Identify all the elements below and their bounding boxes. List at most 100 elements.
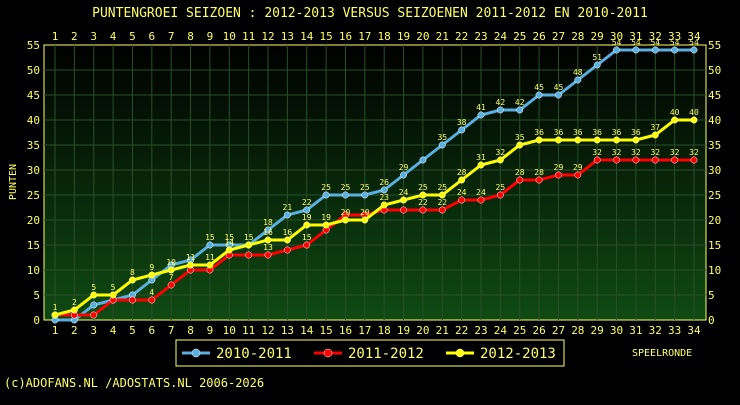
data-point <box>496 156 504 164</box>
y-tick-label-left: 5 <box>33 289 40 302</box>
data-label: 20 <box>360 208 370 217</box>
data-label: 18 <box>263 218 273 227</box>
data-point <box>535 91 543 99</box>
data-label: 25 <box>437 183 447 192</box>
x-tick-label-top: 13 <box>281 30 294 43</box>
x-tick-label-bottom: 22 <box>455 324 468 337</box>
data-point <box>400 206 407 214</box>
data-label: 16 <box>283 228 293 237</box>
x-tick-label-bottom: 23 <box>474 324 487 337</box>
data-point <box>380 186 388 194</box>
legend-label: 2012-2013 <box>480 346 556 362</box>
data-point <box>361 216 369 224</box>
data-label: 2 <box>72 298 77 307</box>
data-label: 28 <box>515 168 525 177</box>
x-tick-label-bottom: 14 <box>300 324 314 337</box>
x-tick-label-top: 14 <box>300 30 314 43</box>
data-point <box>167 281 175 289</box>
data-label: 54 <box>612 38 622 47</box>
data-label: 24 <box>457 188 467 197</box>
x-tick-label-bottom: 24 <box>494 324 508 337</box>
y-tick-label-right: 10 <box>708 264 721 277</box>
data-point <box>167 266 175 274</box>
data-label: 32 <box>631 148 641 157</box>
data-label: 25 <box>341 183 351 192</box>
data-label: 45 <box>554 83 564 92</box>
data-label: 51 <box>592 53 602 62</box>
x-tick-label-top: 21 <box>436 30 449 43</box>
data-label: 28 <box>534 168 544 177</box>
x-tick-label-top: 12 <box>261 30 274 43</box>
data-label: 13 <box>263 243 273 252</box>
x-tick-label-bottom: 8 <box>187 324 194 337</box>
data-label: 11 <box>205 253 215 262</box>
data-point <box>303 241 311 249</box>
x-tick-label-top: 30 <box>610 30 623 43</box>
data-point <box>496 106 504 114</box>
data-point <box>245 241 253 249</box>
series <box>51 46 698 324</box>
data-point <box>283 236 291 244</box>
data-point <box>109 291 117 299</box>
x-tick-label-top: 6 <box>149 30 156 43</box>
x-tick-label-bottom: 28 <box>571 324 584 337</box>
data-point <box>671 116 679 124</box>
x-tick-label-top: 28 <box>571 30 584 43</box>
data-label: 14 <box>224 238 234 247</box>
legend-marker <box>455 348 465 358</box>
x-tick-label-top: 19 <box>397 30 410 43</box>
data-label: 32 <box>689 148 699 157</box>
data-label: 15 <box>224 233 234 242</box>
legend-label: 2011-2012 <box>348 346 424 362</box>
y-tick-label-left: 55 <box>27 39 40 52</box>
x-tick-label-top: 22 <box>455 30 468 43</box>
data-label: 19 <box>321 213 331 222</box>
x-tick-label-bottom: 25 <box>513 324 526 337</box>
data-point <box>225 246 233 254</box>
y-tick-label-right: 0 <box>708 314 715 327</box>
y-tick-label-right: 50 <box>708 64 721 77</box>
data-point <box>690 116 698 124</box>
y-tick-label-left: 40 <box>27 114 40 127</box>
data-label: 15 <box>244 233 254 242</box>
y-tick-label-right: 30 <box>708 164 721 177</box>
data-point <box>438 206 446 214</box>
data-label: 35 <box>437 133 447 142</box>
x-tick-label-bottom: 21 <box>436 324 449 337</box>
data-label: 54 <box>689 38 699 47</box>
x-tick-label-bottom: 16 <box>339 324 352 337</box>
x-tick-label-top: 2 <box>71 30 78 43</box>
x-tick-label-bottom: 27 <box>552 324 565 337</box>
x-tick-label-bottom: 34 <box>687 324 701 337</box>
data-label: 28 <box>457 168 467 177</box>
data-point <box>51 311 59 319</box>
data-label: 21 <box>283 203 293 212</box>
y-tick-label-right: 40 <box>708 114 721 127</box>
data-point <box>516 176 524 184</box>
data-point <box>651 156 659 164</box>
data-label: 35 <box>515 133 525 142</box>
data-label: 8 <box>130 268 135 277</box>
data-label: 42 <box>515 98 525 107</box>
x-tick-label-top: 23 <box>474 30 487 43</box>
data-point <box>206 261 214 269</box>
x-tick-label-top: 18 <box>378 30 391 43</box>
data-point <box>555 91 562 99</box>
data-point <box>303 221 311 229</box>
data-point <box>458 196 466 204</box>
data-point <box>632 46 640 54</box>
data-label: 24 <box>399 188 409 197</box>
data-point <box>555 171 562 179</box>
x-tick-label-top: 33 <box>668 30 681 43</box>
x-tick-label-top: 3 <box>90 30 97 43</box>
y-axis-label: PUNTEN <box>8 164 19 200</box>
data-point <box>90 311 98 319</box>
data-point <box>690 46 698 54</box>
y-tick-label-left: 10 <box>27 264 40 277</box>
x-tick-label-bottom: 11 <box>242 324 255 337</box>
x-tick-label-bottom: 2 <box>71 324 78 337</box>
legend-box <box>175 339 565 367</box>
x-tick-label-bottom: 1 <box>52 324 59 337</box>
